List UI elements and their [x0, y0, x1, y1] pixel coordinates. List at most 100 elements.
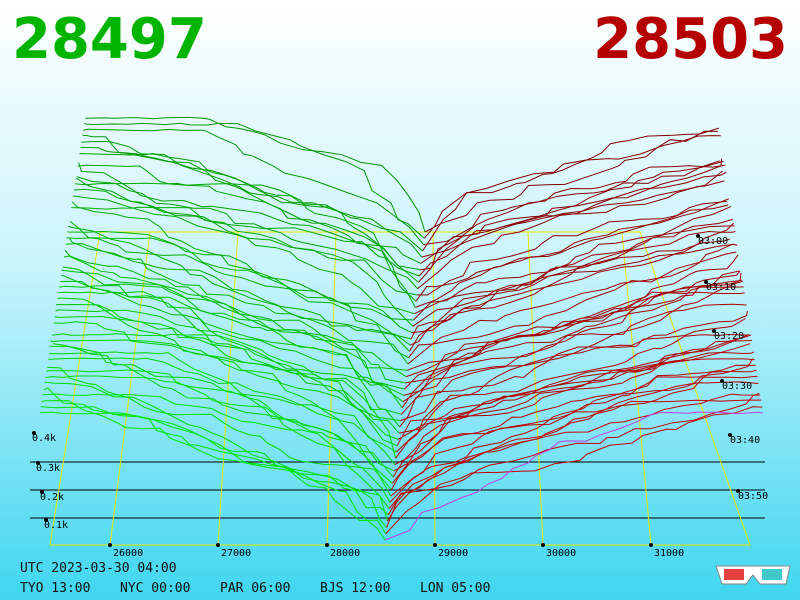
tick-dot — [216, 543, 220, 547]
bid-curve — [54, 315, 399, 440]
clock: LON 05:00 — [420, 581, 490, 596]
bid-curve — [79, 152, 421, 271]
bid-curve — [81, 140, 423, 258]
bid-curve — [41, 400, 387, 528]
bid-curve — [60, 280, 404, 403]
bid-curve — [76, 176, 419, 289]
tick-dot — [696, 234, 700, 238]
ask-curve — [422, 135, 721, 252]
ask-curve — [418, 164, 726, 283]
bid-curve — [84, 122, 425, 239]
bid-curve — [73, 188, 416, 308]
tick-dot — [325, 543, 329, 547]
bid-curve — [51, 333, 397, 459]
tick-dot — [108, 543, 112, 547]
ask-curve — [399, 303, 747, 428]
bid-curve — [53, 321, 398, 447]
bid-curve — [74, 182, 417, 302]
price-label: 28000 — [330, 548, 360, 559]
ask-curve — [386, 399, 762, 528]
time-label: 03:20 — [714, 331, 744, 342]
time-label: 03:10 — [706, 282, 736, 293]
tick-dot — [704, 280, 708, 284]
clock: TYO 13:00 — [20, 581, 90, 596]
ask-curve — [423, 127, 720, 239]
ask-curve — [389, 375, 758, 503]
ask-curve — [402, 280, 743, 403]
ask-curve — [395, 334, 752, 459]
depth-label: 0.3k — [36, 463, 60, 474]
time-label: 03:50 — [738, 491, 768, 502]
ask-curve — [420, 160, 724, 271]
ask-curve — [404, 272, 742, 390]
bid-curve — [67, 230, 410, 352]
ask-curve — [406, 254, 739, 371]
tick-dot — [541, 543, 545, 547]
price-label: 31000 — [654, 548, 684, 559]
time-label: 03:00 — [698, 236, 728, 247]
ask-curve — [394, 339, 753, 466]
ask-curve — [384, 411, 764, 541]
depth-label: 0.1k — [44, 520, 68, 531]
bid-curve — [50, 339, 396, 465]
bid-curve — [61, 269, 405, 390]
ask-curve — [421, 158, 723, 258]
tick-dot — [32, 431, 36, 435]
bid-curve — [84, 116, 426, 233]
tick-dot — [720, 379, 724, 383]
ask-curve — [415, 198, 730, 308]
ask-curve — [410, 225, 735, 346]
bid-price: 28497 — [12, 7, 207, 72]
bid-curve — [43, 387, 389, 516]
glasses-icon — [715, 565, 791, 585]
ask-curve — [418, 180, 725, 277]
bid-curve — [65, 243, 409, 365]
bid-curve — [68, 237, 412, 340]
bid-curve — [68, 225, 411, 346]
bid-curve — [75, 178, 417, 296]
axis-labels: 26000 27000 28000 29000 30000 31000 0.1k 0.2k 0.… — [32, 234, 768, 559]
ask-price: 28503 — [593, 7, 788, 72]
bid-curve — [64, 249, 408, 371]
ask-curve — [416, 200, 728, 296]
back-frame — [49, 231, 751, 546]
bid-curve — [47, 366, 392, 491]
bid-curve — [39, 411, 386, 541]
tick-dot — [44, 518, 48, 522]
price-label: 27000 — [221, 548, 251, 559]
ask-curve — [393, 358, 754, 472]
ask-curve — [424, 130, 719, 233]
price-label: 30000 — [546, 548, 576, 559]
tick-dot — [736, 489, 740, 493]
ask-curve — [400, 318, 746, 422]
ask-curve — [387, 392, 760, 516]
ask-curve — [417, 171, 727, 289]
tick-dot — [649, 543, 653, 547]
price-grid — [432, 231, 436, 546]
ask-curve — [388, 381, 759, 509]
bid-curve — [40, 406, 387, 534]
bid-curve — [46, 369, 392, 497]
ask-curve — [400, 291, 745, 415]
bid-curve — [66, 237, 409, 359]
time-label: 03:40 — [730, 435, 760, 446]
time-label: 03:30 — [722, 381, 752, 392]
bid-curve — [78, 162, 420, 277]
ask-curve — [411, 218, 733, 334]
bid-curve — [57, 297, 401, 422]
ask-curve — [407, 243, 738, 365]
price-grid — [217, 231, 239, 546]
depth-label: 0.4k — [32, 433, 56, 444]
clock: BJS 12:00 — [320, 581, 390, 596]
ask-curve — [385, 406, 763, 535]
ask-curve — [413, 206, 732, 321]
ask-curve — [409, 230, 736, 352]
ask-curve — [414, 238, 731, 315]
utc-time: UTC 2023-03-30 04:00 — [20, 561, 177, 576]
bid-curve — [62, 266, 406, 384]
bid-curve — [71, 206, 414, 327]
bid-curve — [42, 393, 388, 522]
ask-curve — [390, 369, 757, 497]
bid-curve — [56, 303, 401, 428]
